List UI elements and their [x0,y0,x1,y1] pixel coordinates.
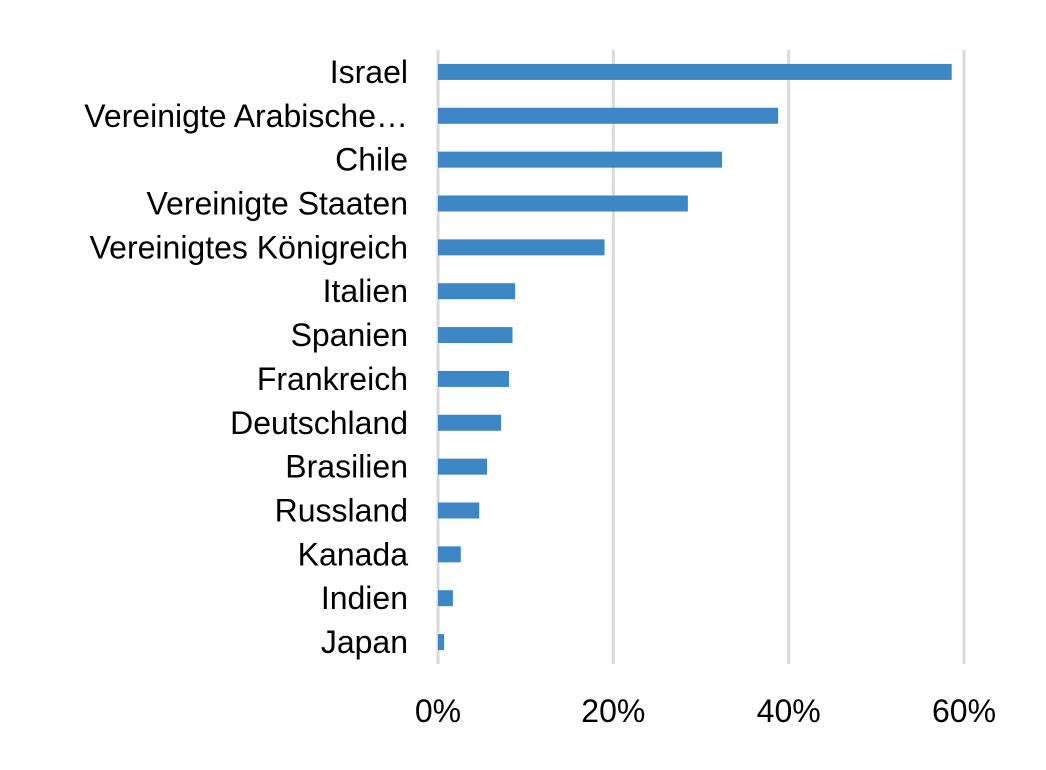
bar-8 [438,414,502,431]
bar-7 [438,370,510,387]
category-label-4: Vereinigtes Königreich [90,229,408,265]
category-label-5: Italien [323,273,408,309]
x-tick-label-1: 20% [581,693,645,729]
category-label-2: Chile [335,142,408,178]
category-label-13: Japan [321,624,408,660]
bar-10 [438,502,480,519]
category-label-0: Israel [330,54,408,90]
x-tick-label-3: 60% [932,693,996,729]
category-label-7: Frankreich [257,361,408,397]
x-tick-label-0: 0% [415,693,461,729]
bar-5 [438,283,516,300]
bar-4 [438,239,605,256]
category-label-1: Vereinigte Arabische… [84,98,408,134]
category-label-12: Indien [321,580,408,616]
x-tick-labels: 0% 20% 40% 60% [415,693,996,729]
bars [438,63,952,651]
category-label-6: Spanien [291,317,408,353]
category-label-10: Russland [275,493,408,529]
category-label-11: Kanada [298,536,409,572]
bar-6 [438,327,513,344]
category-labels: Israel Vereinigte Arabische… Chile Vereinig… [84,54,408,660]
bar-0 [438,63,952,80]
bar-9 [438,458,488,475]
x-tick-label-2: 40% [757,693,821,729]
category-label-3: Vereinigte Staaten [146,186,408,222]
bar-12 [438,590,453,607]
category-label-8: Deutschland [230,405,408,441]
bar-13 [438,634,445,651]
bar-2 [438,151,723,168]
bar-1 [438,107,779,124]
gridlines [436,50,966,664]
category-label-9: Brasilien [285,449,408,485]
bar-3 [438,195,688,212]
bar-11 [438,546,461,563]
